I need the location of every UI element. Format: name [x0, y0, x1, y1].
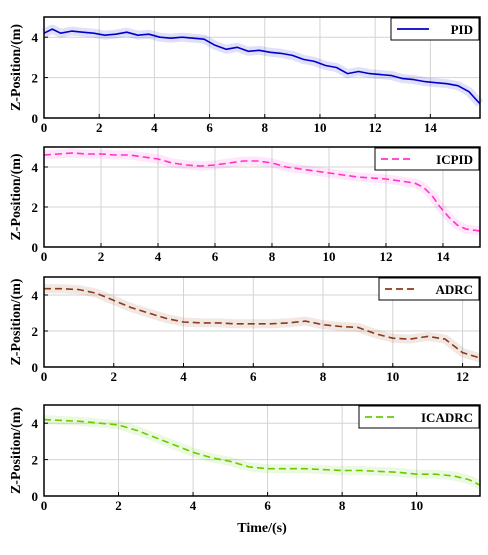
panel-2: 0 2 4 6 8 10 12 14 0 2 4 Z-Position/(m) ICPID — [9, 146, 481, 264]
legend: ADRC — [378, 277, 480, 301]
x-tick-label: 6 — [206, 120, 213, 135]
legend-box — [374, 147, 480, 171]
x-tick-label: 8 — [339, 498, 346, 513]
x-tick-label: 14 — [424, 120, 438, 135]
y-tick-label: 4 — [32, 416, 39, 431]
y-tick-label: 2 — [32, 71, 39, 86]
legend-box — [378, 277, 480, 301]
y-tick-label: 0 — [32, 240, 39, 255]
series-line-PID — [43, 28, 481, 105]
panel-3: 0 2 4 6 8 10 12 0 2 4 Z-Position/(m) ADRC — [9, 276, 482, 384]
y-axis-label: Z-Position/(m) — [9, 407, 24, 494]
plot-frame — [43, 276, 481, 368]
x-tick-label: 2 — [96, 120, 103, 135]
plot-frame — [43, 16, 481, 119]
x-tick-label: 2 — [115, 498, 122, 513]
panel-1: 0 2 4 6 8 10 12 14 0 2 4 Z-Position/(m) PID — [9, 16, 484, 135]
x-tick-label: 10 — [410, 498, 423, 513]
y-axis-label: Z-Position/(m) — [9, 24, 24, 111]
y-tick-label: 0 — [32, 111, 39, 126]
x-tick-label: 12 — [456, 369, 469, 384]
plot-frame — [43, 404, 481, 497]
y-tick-label: 0 — [32, 489, 39, 504]
y-tick-label: 2 — [32, 324, 39, 339]
x-tick-label: 6 — [264, 498, 271, 513]
x-tick-label: 10 — [322, 249, 335, 264]
legend: PID — [390, 17, 480, 41]
x-tick-label: 4 — [151, 120, 158, 135]
x-tick-label: 12 — [369, 120, 382, 135]
x-tick-label: 0 — [41, 498, 48, 513]
legend-label-ICADRC: ICADRC — [421, 410, 473, 425]
y-tick-label: 2 — [32, 200, 39, 215]
x-tick-label: 4 — [155, 249, 162, 264]
y-tick-label: 4 — [32, 30, 39, 45]
x-tick-label: 12 — [379, 249, 392, 264]
legend: ICPID — [374, 147, 480, 171]
x-tick-label: 6 — [212, 249, 219, 264]
x-tick-label: 8 — [269, 249, 276, 264]
x-tick-label: 10 — [313, 120, 326, 135]
series-band-ICADRC — [43, 415, 482, 490]
y-tick-label: 2 — [32, 453, 39, 468]
legend-box — [390, 17, 480, 41]
series-line-ICPID — [43, 152, 481, 232]
x-tick-label: 4 — [190, 498, 197, 513]
legend-label-ICPID: ICPID — [436, 152, 473, 167]
x-tick-label: 8 — [320, 369, 327, 384]
x-tick-label: 10 — [386, 369, 399, 384]
x-tick-label: 0 — [41, 120, 48, 135]
x-axis-label: Time/(s) — [237, 521, 287, 536]
y-tick-label: 4 — [32, 160, 39, 175]
panel-4: 0 2 4 6 8 10 0 2 4 Z-Position/(m) Time/(s) ICADRC — [9, 404, 482, 536]
legend-box — [358, 405, 480, 429]
plot-frame — [43, 146, 481, 248]
x-tick-label: 0 — [41, 249, 48, 264]
y-tick-label: 4 — [32, 288, 39, 303]
x-tick-label: 4 — [180, 369, 187, 384]
x-tick-label: 6 — [250, 369, 257, 384]
y-axis-label: Z-Position/(m) — [9, 153, 24, 240]
x-tick-label: 14 — [436, 249, 450, 264]
legend-label-ADRC: ADRC — [435, 282, 473, 297]
legend-label-PID: PID — [451, 22, 473, 37]
legend: ICADRC — [358, 405, 480, 429]
x-tick-label: 2 — [98, 249, 105, 264]
x-tick-label: 8 — [262, 120, 269, 135]
series-line-ADRC — [44, 287, 481, 359]
y-tick-label: 0 — [32, 360, 39, 375]
series-line-ICADRC — [43, 418, 481, 486]
x-tick-label: 0 — [41, 369, 48, 384]
x-tick-label: 2 — [111, 369, 118, 384]
y-axis-label: Z-Position/(m) — [9, 278, 24, 365]
